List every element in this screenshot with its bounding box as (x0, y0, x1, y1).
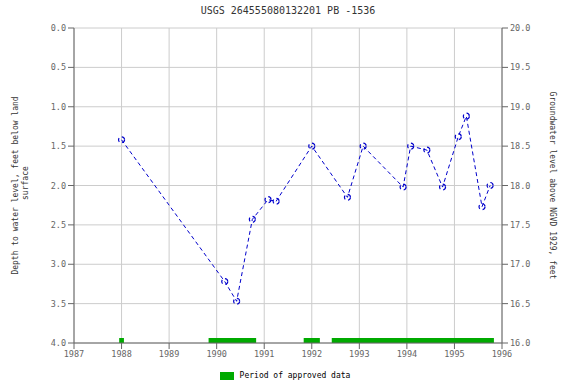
svg-text:1992: 1992 (302, 349, 322, 359)
svg-text:18.5: 18.5 (510, 141, 530, 151)
svg-text:1988: 1988 (111, 349, 131, 359)
svg-text:0.0: 0.0 (51, 23, 66, 33)
svg-text:4.0: 4.0 (51, 338, 66, 348)
svg-text:1996: 1996 (492, 349, 512, 359)
svg-text:16.0: 16.0 (510, 338, 530, 348)
svg-text:1991: 1991 (254, 349, 274, 359)
svg-text:1.0: 1.0 (51, 102, 66, 112)
svg-text:Depth to water level, feet bel: Depth to water level, feet below land su… (11, 96, 30, 274)
svg-text:19.0: 19.0 (510, 102, 530, 112)
svg-text:20.0: 20.0 (510, 23, 530, 33)
svg-text:1.5: 1.5 (51, 141, 66, 151)
svg-text:1994: 1994 (397, 349, 417, 359)
svg-text:1987: 1987 (64, 349, 84, 359)
html-text:USGS 264555080132201 PB -1536: USGS 264555080132201 PB -1536 (200, 5, 376, 16)
svg-text:3.5: 3.5 (51, 299, 66, 309)
svg-text:1993: 1993 (349, 349, 369, 359)
svg-text:2.0: 2.0 (51, 181, 66, 191)
html-text:Period of approved data: Period of approved data (239, 371, 351, 380)
svg-text:2.5: 2.5 (51, 220, 66, 230)
svg-text:19.5: 19.5 (510, 62, 530, 72)
svg-text:1990: 1990 (206, 349, 226, 359)
svg-text:Groundwater level above NGVD 1: Groundwater level above NGVD 1929, feet (548, 92, 557, 280)
svg-text:3.0: 3.0 (51, 259, 66, 269)
svg-text:17.0: 17.0 (510, 259, 530, 269)
svg-text:16.5: 16.5 (510, 299, 530, 309)
svg-text:17.5: 17.5 (510, 220, 530, 230)
svg-text:0.5: 0.5 (51, 62, 66, 72)
svg-text:1989: 1989 (159, 349, 179, 359)
svg-text:1995: 1995 (444, 349, 464, 359)
svg-text:18.0: 18.0 (510, 181, 530, 191)
